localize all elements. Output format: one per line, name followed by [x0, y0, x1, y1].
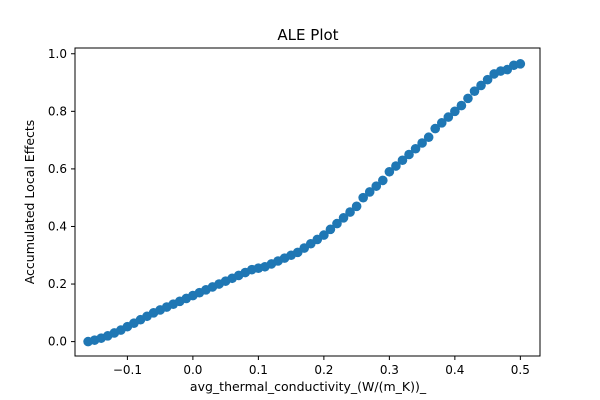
data-point [469, 86, 480, 96]
y-axis-ticks: 0.0 0.2 0.4 0.6 0.8 1.0 [48, 47, 75, 349]
y-tick-label: 1.0 [48, 47, 67, 61]
data-point [430, 123, 441, 134]
data-point [325, 224, 336, 235]
data-point [332, 218, 342, 229]
plot-frame [74, 47, 541, 357]
data-point [397, 155, 408, 166]
x-tick-label: 0.5 [511, 363, 530, 377]
data-point [456, 100, 467, 111]
data-point [358, 192, 368, 203]
x-tick-label: 0.2 [314, 363, 333, 377]
x-tick-label: 0.0 [183, 363, 202, 377]
y-tick-label: 0.2 [48, 277, 67, 291]
x-tick-label: 0.3 [380, 363, 399, 377]
data-point [391, 161, 401, 171]
data-point [351, 201, 362, 212]
x-tick-label: −0.1 [113, 363, 142, 377]
data-point [417, 138, 427, 148]
x-tick-label: 0.1 [249, 363, 268, 377]
data-point [364, 187, 375, 197]
data-point [319, 230, 329, 240]
x-tick-label: 0.4 [445, 363, 464, 377]
data-point [371, 181, 382, 191]
chart-title: ALE Plot [277, 26, 338, 44]
x-axis-ticks: −0.1 0.0 0.1 0.2 0.3 0.4 0.5 [113, 356, 530, 377]
data-point [384, 166, 395, 177]
data-point [378, 175, 388, 186]
data-point [463, 93, 473, 104]
y-axis-label: Accumulated Local Effects [22, 120, 37, 285]
data-point [410, 143, 421, 154]
data-point [450, 106, 460, 117]
y-tick-label: 0.0 [48, 335, 67, 349]
data-point [436, 118, 447, 128]
data-point [443, 112, 454, 122]
data-point [515, 59, 526, 69]
data-point [338, 213, 349, 223]
data-point [482, 74, 493, 85]
data-points [83, 59, 526, 347]
data-point [423, 132, 434, 143]
data-point [345, 207, 355, 217]
data-point [476, 80, 486, 91]
data-point [404, 149, 414, 160]
x-axis-label: avg_thermal_conductivity_(W/(m_K))_ [190, 379, 427, 394]
y-tick-label: 0.6 [48, 162, 67, 176]
y-tick-label: 0.4 [48, 219, 67, 233]
y-tick-label: 0.8 [48, 104, 67, 118]
